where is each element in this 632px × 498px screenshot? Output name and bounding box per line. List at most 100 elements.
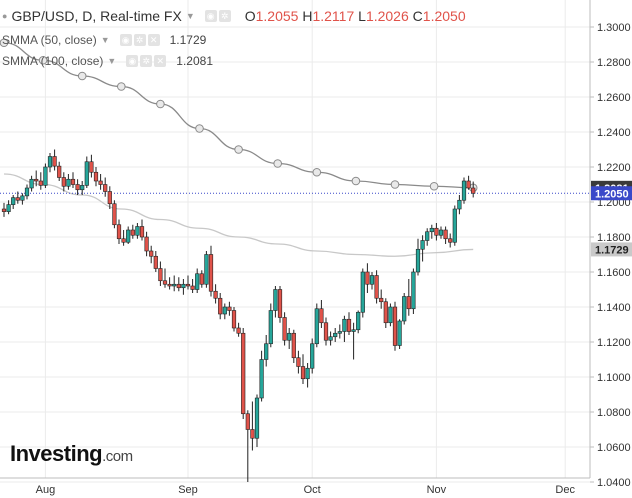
indicator-label[interactable]: SMMA (100, close) [2, 54, 104, 68]
high-label: H [302, 8, 313, 24]
smma100-point [273, 159, 283, 168]
candle-body [282, 317, 287, 341]
settings-icon[interactable]: ✲ [133, 34, 146, 46]
candle-body [323, 322, 329, 341]
candle-body [328, 336, 333, 341]
y-tick-label: 1.1800 [597, 232, 631, 244]
candle-body [80, 185, 85, 191]
eye-icon[interactable]: ◉ [119, 34, 132, 46]
candle-body [356, 311, 361, 331]
candle-body [291, 332, 296, 359]
x-tick-label: Oct [304, 484, 321, 496]
candle-body [107, 191, 112, 205]
candle-body [144, 236, 149, 252]
candle-body [268, 310, 273, 345]
indicator-label[interactable]: SMMA (50, close) [2, 33, 97, 47]
y-tick-label: 1.2800 [597, 57, 631, 69]
candle-body [434, 227, 439, 236]
candle-body [20, 195, 25, 201]
candle-body [420, 240, 425, 250]
candle-body [250, 429, 255, 439]
ohlc-readout: O1.2055 H1.2117 L1.2026 C1.2050 [245, 8, 466, 24]
candle-body [319, 308, 324, 324]
candle-body [11, 197, 16, 205]
symbol-title[interactable]: GBP/USD, D, Real-time FX [11, 8, 182, 24]
y-tick-label: 1.1400 [597, 302, 631, 314]
open-value: 1.2055 [255, 8, 299, 24]
candle-body [231, 310, 237, 329]
price-label-box [591, 242, 632, 257]
candle-body [351, 329, 356, 332]
candle-body [218, 297, 223, 315]
candle-body [259, 359, 264, 399]
low-value: 1.2026 [365, 8, 409, 24]
settings-icon[interactable]: ✲ [140, 55, 153, 67]
smma100-point [312, 167, 322, 177]
indicator-legend-smma50: SMMA (50, close) ▼ ◉ ✲ ✕ 1.1729 [2, 33, 206, 47]
settings-icon[interactable]: ✲ [218, 10, 231, 22]
open-label: O [244, 8, 256, 24]
candle-body [466, 180, 471, 189]
candle-body [199, 273, 204, 285]
candle-body [438, 229, 444, 236]
price-label: 1.1729 [595, 244, 629, 256]
chevron-down-icon[interactable]: ▼ [100, 35, 110, 45]
smma100-point [234, 145, 243, 154]
candle-body [346, 318, 352, 332]
smma100-point [390, 180, 400, 189]
candle-body [66, 178, 71, 187]
candle-body [305, 367, 310, 380]
candle-body [116, 224, 122, 240]
close-label: C [412, 8, 423, 24]
candle-body [300, 366, 306, 380]
candle-body [397, 320, 402, 346]
candle-body [425, 231, 430, 241]
candle-body [121, 238, 126, 243]
candle-body [84, 161, 89, 186]
candle-body [273, 289, 278, 311]
legend-buttons: ◉ ✲ [204, 10, 231, 22]
y-tick-label: 1.2200 [597, 162, 631, 174]
candle-body [227, 306, 232, 311]
candle-body [402, 296, 407, 322]
candle-body [190, 285, 195, 290]
smma50-line [3, 173, 474, 257]
x-tick-label: Aug [36, 484, 56, 496]
candle-body [452, 208, 457, 243]
candle-body [162, 280, 168, 285]
y-tick-label: 1.0400 [597, 477, 631, 489]
eye-icon[interactable]: ◉ [204, 10, 217, 22]
candle-body [236, 327, 241, 334]
candle-body [172, 283, 177, 287]
candle-body [38, 180, 43, 186]
candle-body [411, 271, 416, 310]
close-icon[interactable]: ✕ [154, 55, 167, 67]
candle-body [379, 297, 384, 303]
candle-body [471, 187, 476, 194]
candle-body [204, 254, 209, 285]
candle-body [264, 343, 269, 360]
candle-body [57, 165, 62, 178]
indicator-legend-smma100: SMMA (100, close) ▼ ◉ ✲ ✕ 1.2081 [2, 54, 213, 68]
eye-icon[interactable]: ◉ [126, 55, 139, 67]
smma100-point [429, 181, 439, 191]
investing-logo: Investing.com [10, 441, 133, 467]
candle-body [89, 161, 94, 173]
chevron-down-icon[interactable]: ▼ [185, 11, 195, 21]
chevron-down-icon[interactable]: ▼ [107, 56, 117, 66]
chart-legend-main: ● GBP/USD, D, Real-time FX ▼ ◉ ✲ O1.2055… [2, 8, 466, 24]
candle-body [185, 283, 191, 287]
candle-body [254, 397, 260, 439]
close-icon[interactable]: ✕ [147, 34, 160, 46]
candle-body [126, 229, 131, 243]
candle-body [112, 203, 117, 226]
symbol-expand-icon[interactable]: ● [2, 11, 8, 21]
candle-body [1, 208, 7, 212]
candle-body [360, 271, 365, 313]
close-value: 1.2050 [422, 8, 466, 24]
candle-body [34, 178, 39, 182]
candle-body [222, 306, 227, 315]
candle-body [75, 184, 80, 191]
candle-body [24, 187, 30, 197]
